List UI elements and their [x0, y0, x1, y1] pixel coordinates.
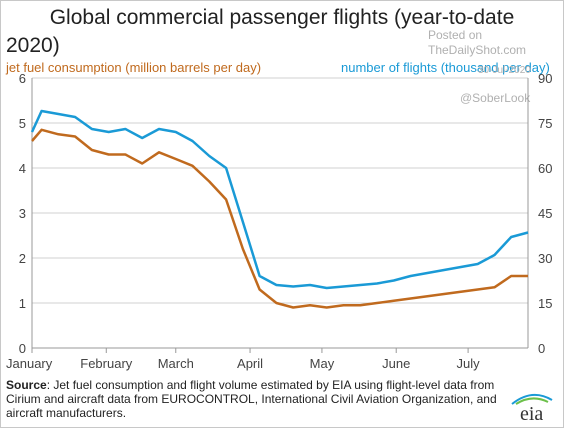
- x-axis-ticks: January February March April May June July: [6, 348, 480, 371]
- source-label: Source: [6, 378, 47, 392]
- right-axis-ticks: 0 15 30 45 60 75 90: [538, 71, 552, 356]
- chart-title: Global commercial passenger flights (yea…: [49, 6, 515, 29]
- fuel-series-line: [31, 128, 528, 309]
- left-tick-label: 5: [19, 116, 26, 131]
- x-tick-label: May: [310, 356, 335, 371]
- x-tick-label: July: [457, 356, 481, 371]
- left-tick-label: 1: [19, 296, 26, 311]
- right-tick-label: 75: [538, 116, 552, 131]
- flights-series-line: [30, 109, 529, 290]
- source-note: Source: Jet fuel consumption and flight …: [6, 378, 506, 420]
- series-lines: [30, 109, 529, 309]
- logo-text: eia: [520, 403, 543, 424]
- x-tick-label: June: [382, 356, 410, 371]
- left-axis-ticks: 0 1 2 3 4 5 6: [19, 71, 26, 356]
- left-tick-label: 6: [19, 71, 26, 86]
- right-tick-label: 0: [538, 341, 545, 356]
- left-tick-label: 0: [19, 341, 26, 356]
- x-tick-label: April: [237, 356, 263, 371]
- right-tick-label: 45: [538, 206, 552, 221]
- source-text: : Jet fuel consumption and flight volume…: [6, 378, 497, 420]
- chart-title-line2: 2020): [6, 34, 60, 57]
- watermark-handle: @SoberLook: [460, 91, 531, 105]
- x-tick-label: March: [158, 356, 194, 371]
- right-tick-label: 60: [538, 161, 552, 176]
- left-tick-label: 3: [19, 206, 26, 221]
- right-tick-label: 90: [538, 71, 552, 86]
- right-tick-label: 15: [538, 296, 552, 311]
- watermark-date: 30-Jul-2020: [478, 65, 531, 76]
- right-tick-label: 30: [538, 251, 552, 266]
- eia-logo-mark: eia: [511, 393, 553, 425]
- left-tick-label: 2: [19, 251, 26, 266]
- left-tick-label: 4: [19, 161, 26, 176]
- axes: [31, 78, 529, 349]
- right-axis-label: number of flights (thousand per day): [341, 60, 550, 75]
- left-axis-label: jet fuel consumption (million barrels pe…: [6, 60, 262, 75]
- watermark-posted: Posted on: [428, 28, 483, 42]
- x-tick-label: February: [80, 356, 133, 371]
- watermark-site: TheDailyShot.com: [428, 43, 527, 57]
- x-tick-label: January: [6, 356, 53, 371]
- eia-logo: eia: [506, 390, 558, 425]
